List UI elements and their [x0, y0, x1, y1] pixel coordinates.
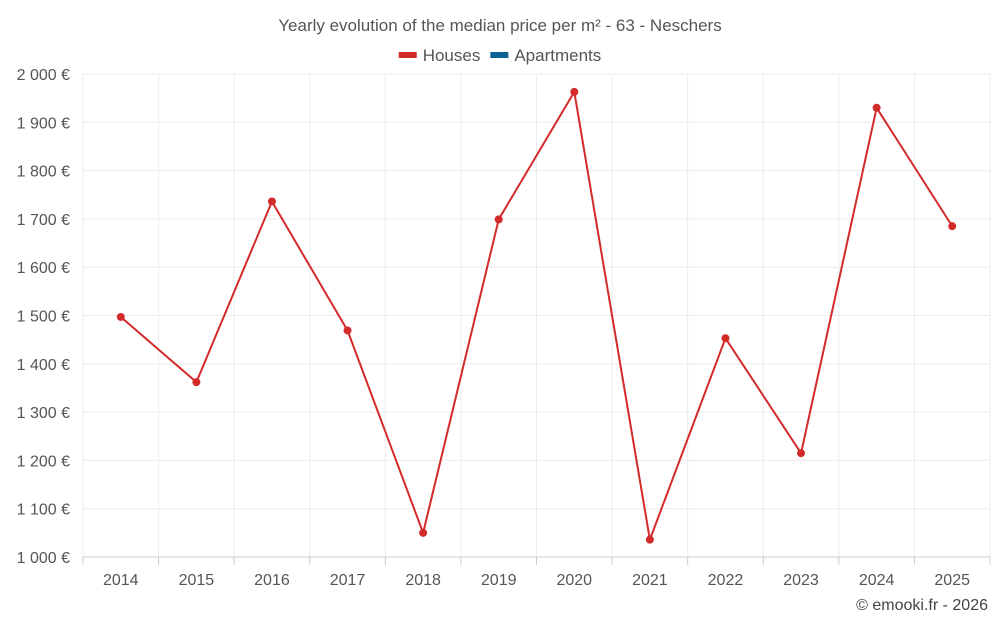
x-tick-label: 2016 — [254, 572, 290, 589]
x-tick-label: 2020 — [556, 572, 592, 589]
series-line-houses — [120, 90, 954, 541]
legend-swatch — [398, 52, 417, 58]
legend: Houses Apartments — [398, 46, 601, 65]
y-tick-label: 1 900 € — [17, 115, 70, 132]
y-tick-label: 1 800 € — [17, 164, 70, 181]
y-tick-label: 1 500 € — [17, 309, 70, 326]
y-tick-label: 1 700 € — [17, 212, 70, 229]
data-point[interactable] — [872, 103, 881, 112]
x-tick-label: 2021 — [632, 572, 668, 589]
x-tick-label: 2019 — [481, 572, 517, 589]
y-tick-label: 1 300 € — [17, 405, 70, 422]
x-tick-label: 2018 — [405, 572, 441, 589]
grid — [82, 73, 991, 558]
data-point[interactable] — [721, 334, 730, 343]
y-tick-label: 1 000 € — [17, 550, 70, 567]
x-tick-label: 2017 — [330, 572, 366, 589]
legend-label: Houses — [423, 46, 481, 65]
x-tick-label: 2024 — [859, 572, 895, 589]
chart-title: Yearly evolution of the median price per… — [278, 16, 721, 35]
x-tick-label: 2022 — [708, 572, 744, 589]
x-tick-label: 2015 — [179, 572, 215, 589]
y-tick-label: 2 000 € — [17, 67, 70, 84]
legend-label: Apartments — [514, 46, 601, 65]
data-point[interactable] — [267, 197, 276, 206]
legend-swatch — [490, 52, 509, 58]
data-point[interactable] — [116, 312, 125, 321]
legend-item-apartments[interactable]: Apartments — [490, 46, 601, 65]
y-tick-label: 1 200 € — [17, 453, 70, 470]
x-axis: 2014 2015 2016 2017 2018 2019 2020 2021 2022 2023… — [82, 556, 991, 589]
y-tick-label: 1 400 € — [17, 357, 70, 374]
data-point[interactable] — [343, 326, 352, 335]
data-point[interactable] — [494, 215, 503, 224]
data-point[interactable] — [948, 222, 957, 231]
credit: © emooki.fr - 2026 — [856, 597, 988, 614]
legend-item-houses[interactable]: Houses — [398, 46, 481, 65]
y-tick-label: 1 100 € — [17, 502, 70, 519]
series-layer — [116, 87, 957, 544]
x-tick-label: 2023 — [783, 572, 819, 589]
data-point[interactable] — [419, 528, 428, 537]
data-point[interactable] — [570, 87, 579, 96]
x-tick-label: 2025 — [934, 572, 970, 589]
y-tick-label: 1 600 € — [17, 260, 70, 277]
y-axis: 1 000 € 1 100 € 1 200 € 1 300 € 1 400 € 1 500… — [17, 67, 70, 567]
x-tick-label: 2014 — [103, 572, 139, 589]
data-point[interactable] — [797, 449, 806, 458]
data-point[interactable] — [645, 535, 654, 544]
data-point[interactable] — [192, 378, 201, 387]
